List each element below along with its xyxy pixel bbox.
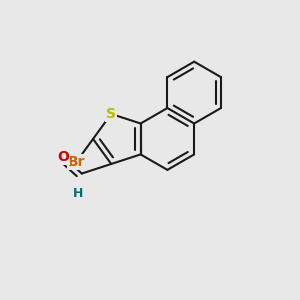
Text: S: S bbox=[106, 107, 116, 121]
Text: O: O bbox=[58, 150, 69, 164]
Text: Br: Br bbox=[68, 155, 85, 169]
Text: H: H bbox=[72, 187, 83, 200]
